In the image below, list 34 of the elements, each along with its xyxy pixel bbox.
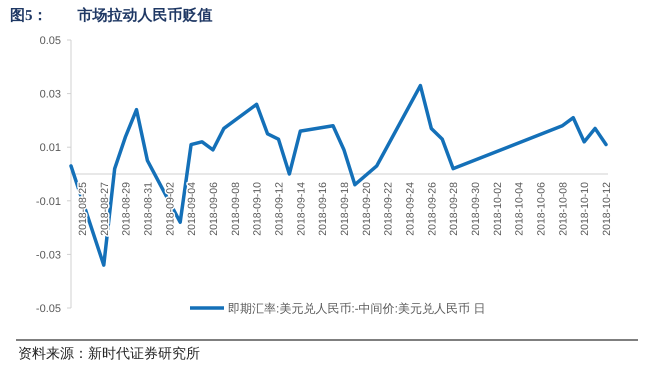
- x-tick-label: 2018-09-20: [360, 182, 373, 236]
- legend-label: 即期汇率:美元兑人民币:-中间价:美元兑人民币 日: [228, 302, 486, 316]
- y-tick-label: 0.05: [40, 35, 61, 47]
- x-tick-label: 2018-09-14: [295, 182, 308, 236]
- y-tick-label: -0.03: [36, 249, 61, 262]
- x-tick-label: 2018-08-27: [98, 182, 111, 236]
- x-tick-label: 2018-09-10: [252, 182, 264, 236]
- x-tick-label: 2018-08-29: [120, 182, 133, 236]
- text: 资料来源：新时代证券研究所: [18, 346, 200, 362]
- x-tick-label: 2018-09-02: [164, 182, 176, 236]
- x-tick-label: 2018-09-28: [448, 182, 460, 236]
- x-tick-label: 2018-09-30: [470, 182, 482, 236]
- x-tick-label: 2018-09-04: [186, 182, 198, 236]
- y-tick-label: 0.01: [40, 142, 61, 154]
- x-tick-label: 2018-08-31: [142, 182, 154, 236]
- y-tick-label: 0.03: [40, 88, 61, 101]
- x-tick-label: 2018-10-02: [492, 182, 504, 236]
- x-tick-label: 2018-09-24: [404, 182, 416, 236]
- y-tick-label: -0.05: [36, 303, 61, 315]
- x-tick-label: 2018-10-04: [514, 182, 526, 236]
- y-tick-label: -0.01: [36, 196, 61, 208]
- x-tick-label: 2018-09-22: [382, 182, 395, 236]
- x-tick-label: 2018-09-08: [230, 182, 242, 236]
- x-tick-label: 2018-09-12: [273, 182, 286, 236]
- chart-title: 图5： 市场拉动人民币贬值: [10, 6, 212, 24]
- x-tick-label: 2018-10-08: [557, 182, 570, 236]
- x-tick-label: 2018-09-06: [208, 182, 220, 236]
- x-tick-label: 2018-09-18: [338, 182, 351, 236]
- x-tick-label: 2018-10-10: [579, 182, 592, 236]
- x-tick-label: 2018-10-06: [535, 182, 548, 236]
- x-tick-label: 2018-08-25: [76, 182, 89, 236]
- x-tick-label: 2018-09-16: [317, 182, 330, 236]
- x-tick-label: 2018-09-26: [426, 182, 438, 236]
- x-tick-label: 2018-10-12: [601, 182, 613, 236]
